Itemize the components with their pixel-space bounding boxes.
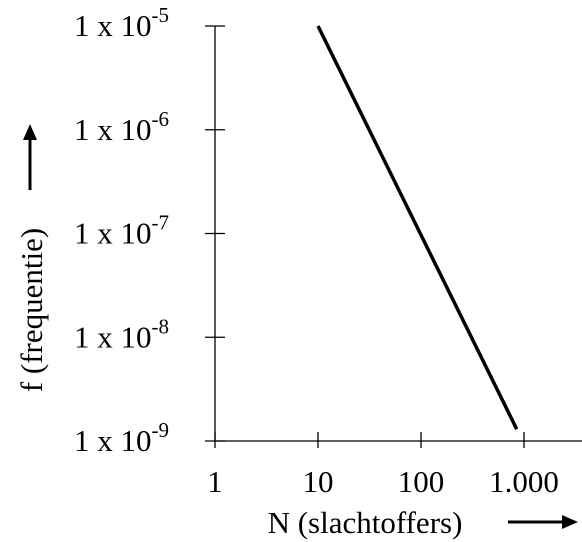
axes — [214, 26, 582, 442]
y-tick-label: 1 x 10-6 — [74, 107, 169, 147]
y-tick-exponent: -9 — [152, 418, 170, 442]
y-tick-exponent: -5 — [152, 3, 170, 27]
y-tick-exponent: -6 — [152, 107, 170, 131]
y-tick-label: 1 x 10-5 — [74, 3, 169, 43]
x-axis-ticks: 1 10 100 1.000 — [207, 432, 559, 499]
x-tick-label: 1 — [207, 464, 223, 499]
y-axis-ticks: 1 x 10-5 1 x 10-6 1 x 10-7 1 x 10-8 1 x 10-9 — [74, 3, 225, 458]
y-tick-exponent: -7 — [152, 211, 170, 235]
x-tick-label: 1.000 — [489, 464, 559, 499]
y-axis-arrow-icon — [23, 124, 37, 190]
series-line — [316, 25, 519, 430]
y-tick-exponent: -8 — [152, 314, 170, 338]
y-tick-label: 1 x 10-7 — [74, 211, 169, 251]
y-tick-label: 1 x 10-9 — [74, 418, 169, 458]
x-axis-arrow-icon — [508, 515, 578, 529]
series-group — [316, 25, 519, 430]
y-axis-label: f (frequentie) — [14, 228, 49, 392]
y-tick-label: 1 x 10-8 — [74, 314, 169, 354]
x-axis-label: N (slachtoffers) — [268, 505, 463, 540]
x-tick-label: 100 — [398, 464, 445, 499]
x-tick-label: 10 — [303, 464, 334, 499]
